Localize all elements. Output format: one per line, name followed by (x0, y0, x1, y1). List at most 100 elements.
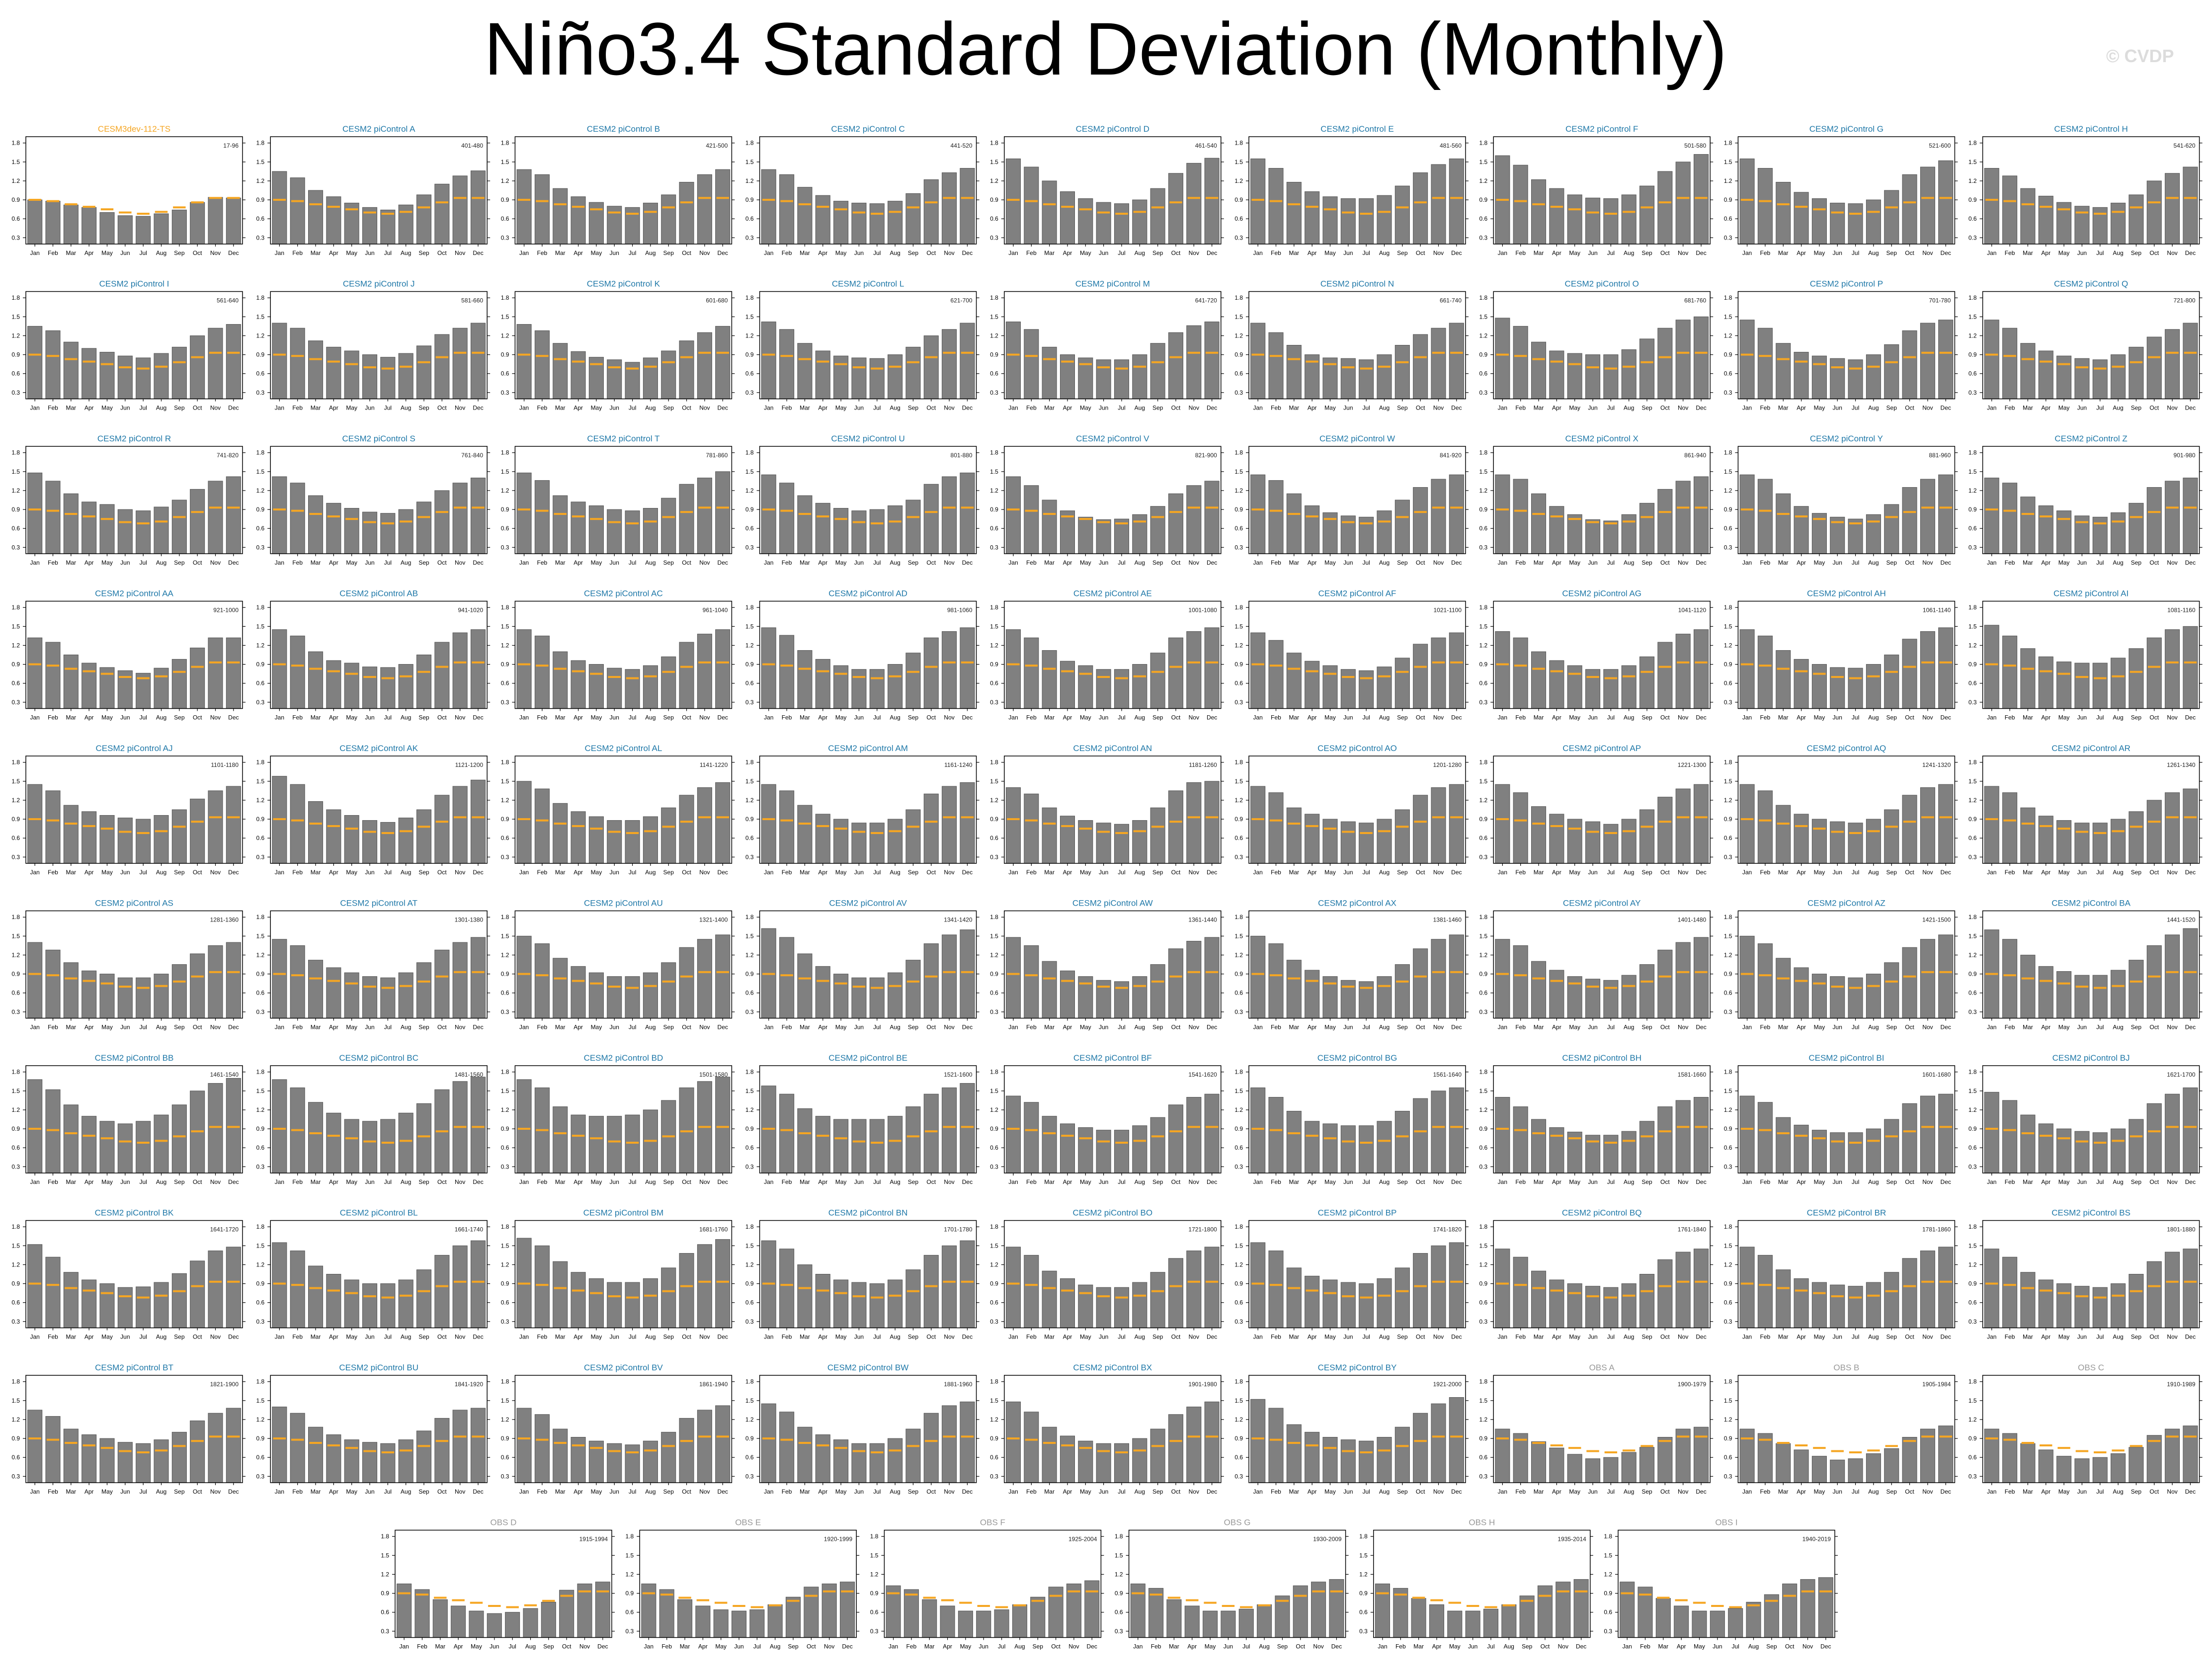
x-tick-label: Jun (1343, 1024, 1353, 1031)
bar-jan (1495, 939, 1510, 1019)
y-tick-label: 0.6 (1234, 835, 1243, 841)
panel-title: CESM2 piControl D (1076, 124, 1149, 134)
panel-title: CESM2 piControl BE (828, 1053, 907, 1063)
x-tick-label: Aug (156, 1024, 166, 1031)
y-tick-label: 0.6 (990, 525, 998, 532)
bar-oct (190, 1260, 205, 1328)
x-tick-label: Nov (2167, 1024, 2177, 1031)
x-tick-label: Oct (926, 869, 936, 876)
y-tick-label: 0.6 (990, 1144, 998, 1151)
x-tick-label: Aug (1868, 1178, 1879, 1185)
x-tick-label: Jan (519, 250, 529, 256)
x-tick-label: Oct (1171, 869, 1181, 876)
y-tick-label: 0.9 (1479, 816, 1488, 823)
plot-frame (1737, 1220, 1956, 1329)
y-tick-label: 1.2 (1234, 797, 1243, 804)
panel-72: CESM2 piControl BS1801-18800.30.60.91.21… (1968, 1208, 2203, 1341)
bar-feb (1757, 1255, 1773, 1328)
y-tick-label: 1.5 (745, 468, 754, 475)
bar-nov (208, 790, 223, 864)
bar-may (1078, 198, 1093, 245)
panel-3: CESM2 piControl B421-5000.30.60.91.21.51… (501, 124, 735, 256)
y-tick-label: 1.8 (1234, 914, 1243, 921)
x-tick-label: Dec (473, 1024, 483, 1031)
bar-oct (923, 179, 939, 245)
bar-jul (1603, 669, 1619, 709)
bar-mar (553, 1261, 568, 1328)
x-tick-label: Mar (800, 250, 810, 256)
plot-frame (1004, 1065, 1222, 1174)
bar-nov (1675, 788, 1691, 864)
bar-jun (1585, 1286, 1601, 1328)
x-tick-label: May (1569, 250, 1580, 256)
x-tick-label: Nov (210, 250, 221, 256)
x-tick-label: May (1080, 869, 1091, 876)
x-tick-label: Apr (329, 250, 338, 256)
x-tick-label: Jan (764, 714, 773, 721)
x-tick-label: Apr (1063, 1024, 1072, 1031)
x-tick-label: Mar (555, 250, 566, 256)
bar-apr (2038, 1279, 2053, 1329)
x-tick-label: Oct (926, 250, 936, 256)
panel-title: CESM2 piControl F (1565, 124, 1638, 134)
bar-dec (1449, 784, 1464, 864)
x-tick-label: Jan (30, 1178, 39, 1185)
panel-71: CESM2 piControl BR1781-18600.30.60.91.21… (1724, 1208, 1958, 1341)
x-tick-label: Apr (2041, 250, 2050, 256)
y-tick-label: 1.5 (990, 468, 998, 475)
bar-oct (2146, 487, 2162, 554)
y-tick-label: 0.9 (1724, 661, 1732, 668)
y-tick-label: 0.6 (256, 525, 265, 532)
bar-mar (1286, 1110, 1302, 1174)
x-tick-label: May (591, 1024, 602, 1031)
bar-jun (1096, 1130, 1111, 1174)
panel-2: CESM2 piControl A401-4800.30.60.91.21.51… (256, 124, 491, 256)
bar-apr (1060, 1123, 1075, 1174)
bar-oct (923, 637, 939, 709)
bar-sep (661, 194, 676, 245)
bar-feb (1024, 329, 1039, 399)
y-tick-label: 1.5 (1724, 159, 1732, 166)
x-tick-label: Nov (1433, 250, 1444, 256)
y-tick-label: 1.2 (1234, 487, 1243, 494)
x-tick-label: Feb (537, 714, 548, 721)
y-tick-label: 1.2 (256, 1261, 265, 1268)
bar-dec (1204, 781, 1220, 864)
x-tick-label: Oct (1416, 869, 1425, 876)
panel-21: CESM2 piControl T781-8600.30.60.91.21.51… (501, 434, 735, 566)
x-tick-label: Sep (1886, 714, 1897, 721)
bar-feb (1268, 168, 1284, 245)
x-tick-label: Feb (2005, 714, 2015, 721)
bar-mar (553, 958, 568, 1018)
bar-nov (452, 632, 468, 709)
y-tick-label: 0.9 (745, 1125, 754, 1132)
y-tick-label: 0.9 (1234, 661, 1243, 668)
y-tick-label: 0.3 (256, 234, 265, 241)
y-tick-label: 1.5 (1968, 623, 1977, 630)
bar-aug (2111, 970, 2126, 1019)
x-tick-label: Mar (2023, 559, 2033, 566)
y-tick-label: 0.9 (256, 971, 265, 978)
panel-years: 561-640 (217, 297, 239, 304)
bar-mar (2020, 497, 2036, 554)
bar-aug (1866, 199, 1881, 245)
x-tick-label: Jul (1118, 1334, 1125, 1341)
y-tick-label: 1.8 (990, 604, 998, 611)
y-tick-label: 0.6 (1968, 1144, 1977, 1151)
x-tick-label: Jul (384, 250, 392, 256)
x-tick-label: Jan (519, 869, 529, 876)
x-tick-label: Feb (782, 714, 792, 721)
y-tick-label: 0.9 (1968, 196, 1977, 203)
y-tick-label: 0.6 (745, 835, 754, 841)
bar-jun (1340, 1125, 1356, 1174)
x-tick-label: Jun (365, 559, 374, 566)
x-tick-label: Apr (84, 714, 94, 721)
x-tick-label: Dec (1207, 250, 1217, 256)
x-tick-label: Apr (84, 1024, 94, 1031)
bar-mar (1042, 500, 1057, 554)
x-tick-label: Jan (519, 1024, 529, 1031)
x-tick-label: Mar (800, 1024, 810, 1031)
panel-years: 1621-1700 (2167, 1071, 2196, 1078)
bar-oct (1657, 1106, 1673, 1174)
x-tick-label: Aug (2113, 869, 2123, 876)
